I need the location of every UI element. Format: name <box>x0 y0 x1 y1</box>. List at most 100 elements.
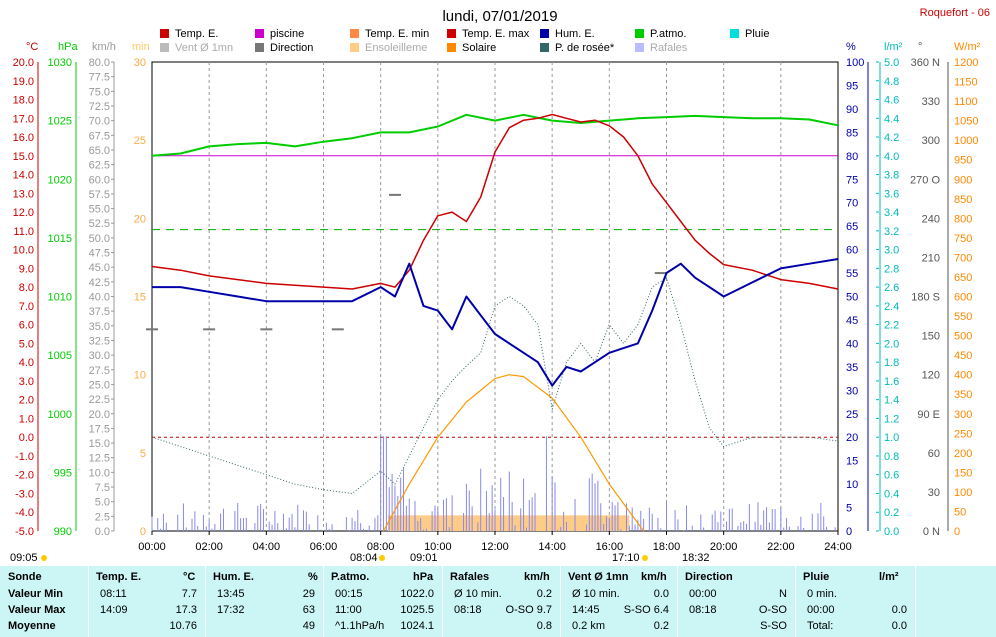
wind-axis-label: 45.0 <box>89 262 110 274</box>
wind-axis-label: 27.5 <box>89 365 110 377</box>
column-unit: °C <box>183 571 196 583</box>
column-unit: % <box>308 571 318 583</box>
rain-axis-label: 2.8 <box>884 263 899 275</box>
x-tick-label: 00:00 <box>138 541 166 553</box>
wind-axis-label: 37.5 <box>89 306 110 318</box>
press-axis-label: 1030 <box>48 57 72 69</box>
dir-axis-label: 270 O <box>910 174 940 186</box>
press-axis-label: 990 <box>54 526 72 538</box>
dir-axis-label: 240 <box>922 213 940 225</box>
wind-axis-label: 77.5 <box>89 72 110 84</box>
x-tick-label: 14:00 <box>538 541 566 553</box>
temp-axis-label: 6.0 <box>19 320 34 332</box>
cell-sub: 14:09 <box>100 604 128 616</box>
cell-sub: 14:45 <box>572 604 600 616</box>
stats-row: Moyenne 10.76 49 ^1.1hPa/h 1024.1 0.8 0.2 km 0.… <box>0 620 996 636</box>
wind-axis-label: 70.0 <box>89 116 110 128</box>
unit-solar: W/m² <box>954 41 981 53</box>
unit-temp: °C <box>26 41 38 53</box>
legend-swatch <box>730 29 739 38</box>
rain-axis-label: 0.4 <box>884 488 899 500</box>
temp-axis-label: 11.0 <box>13 226 34 238</box>
unit-light: min <box>132 41 150 53</box>
direction-point <box>331 328 344 331</box>
temp-axis-label: 0.0 <box>19 432 34 444</box>
column-unit: km/h <box>524 571 550 583</box>
rain-axis-label: 3.6 <box>884 188 899 200</box>
legend-swatch <box>350 43 359 52</box>
solar-axis-label: 850 <box>954 194 972 206</box>
solar-axis-label: 950 <box>954 155 972 167</box>
rain-axis-label: 3.2 <box>884 226 899 238</box>
legend-label: P. de rosée* <box>555 42 615 54</box>
cell-value: O-SO 9.7 <box>505 604 552 616</box>
cell-value: 7.7 <box>181 588 197 600</box>
wind-axis-label: 10.0 <box>89 467 110 479</box>
wind-axis-label: 17.5 <box>89 423 110 435</box>
legend-label: Rafales <box>650 42 688 54</box>
unit-wind: km/h <box>92 41 116 53</box>
legend-swatch <box>255 29 264 38</box>
column-separator <box>442 566 443 637</box>
solar-axis-label: 200 <box>954 448 972 460</box>
hum-axis-label: 95 <box>846 80 858 92</box>
temp-axis-label: 1.0 <box>19 413 34 425</box>
wind-axis-label: 30.0 <box>89 350 110 362</box>
location-label: Roquefort - 06 <box>920 7 990 19</box>
cell-sub: 08:18 <box>689 604 717 616</box>
wind-axis-label: 52.5 <box>89 218 110 230</box>
row-label: Valeur Max <box>8 604 66 616</box>
legend-swatch <box>160 43 169 52</box>
cell-sub: 0 min. <box>807 588 837 600</box>
legend-swatch <box>350 29 359 38</box>
solar-axis-label: 550 <box>954 311 972 323</box>
wind-axis-label: 25.0 <box>89 379 110 391</box>
hum-axis-label: 65 <box>846 221 858 233</box>
wind-axis-label: 2.5 <box>95 511 110 523</box>
column-title: Rafales <box>450 571 490 583</box>
wind-axis-label: 55.0 <box>89 204 110 216</box>
legend-swatch <box>447 29 456 38</box>
cell-sub: Total: <box>807 620 834 632</box>
dir-axis-label: 210 <box>922 252 940 264</box>
cell-value: O-SO <box>758 604 787 616</box>
dew-point-line <box>151 277 839 494</box>
direction-point <box>146 328 158 331</box>
cell-sub: 13:45 <box>217 588 245 600</box>
press-axis-label: 1025 <box>48 116 72 128</box>
column-separator <box>560 566 561 637</box>
hum-axis-label: 60 <box>846 245 858 257</box>
sun-dot <box>41 555 47 561</box>
column-unit: km/h <box>641 571 667 583</box>
hum-axis-label: 85 <box>846 127 858 139</box>
press-axis-label: 1015 <box>48 233 72 245</box>
legend-label: Direction <box>270 42 313 54</box>
cell-sub: 0.2 km <box>572 620 606 632</box>
x-tick-label: 20:00 <box>710 541 738 553</box>
wind-axis-label: 7.5 <box>95 482 110 494</box>
rain-axis-label: 2.4 <box>884 301 899 313</box>
temp-axis-label: -1.0 <box>15 451 34 463</box>
press-axis-label: 1000 <box>48 409 72 421</box>
temp-axis-label: 14.0 <box>13 170 34 182</box>
light-axis-label: 15 <box>134 292 146 304</box>
cell-value: 1025.5 <box>400 604 434 616</box>
rain-axis-label: 0.2 <box>884 507 899 519</box>
column-unit: l/m² <box>879 571 899 583</box>
hum-axis-label: 30 <box>846 385 858 397</box>
row-label: Moyenne <box>8 620 56 632</box>
hum-axis-label: 20 <box>846 432 858 444</box>
legend-swatch <box>635 29 644 38</box>
pressure-line <box>151 113 839 157</box>
hum-axis-label: 75 <box>846 174 858 186</box>
column-separator <box>915 566 916 637</box>
wind-axis-label: 75.0 <box>89 86 110 98</box>
rain-axis-label: 4.4 <box>884 113 899 125</box>
rain-axis-label: 1.6 <box>884 376 899 388</box>
sun-left-label: 09:05 <box>10 552 38 564</box>
rain-axis-label: 2.0 <box>884 338 899 350</box>
column-title: P.atmo. <box>331 571 370 583</box>
stats-row: Valeur Max 14:09 17.3 17:32 63 11:00 1025.5 08:… <box>0 604 996 620</box>
cell-sub: 00:15 <box>335 588 363 600</box>
solar-axis-label: 300 <box>954 409 972 421</box>
